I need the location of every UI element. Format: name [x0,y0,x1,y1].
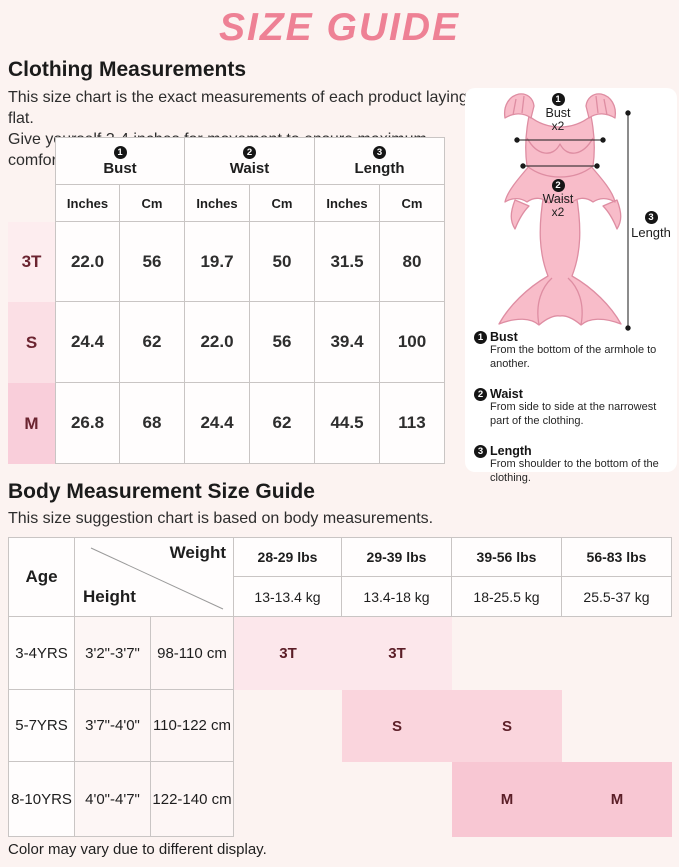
measurement-diagram-card: 1 Bust x2 2 Waist x2 3 Length 1 Bust Fro… [465,88,677,484]
body-measurement-description: This size suggestion chart is based on b… [8,510,434,527]
legend-item-length: 3 Length From shoulder to the bottom of … [474,444,670,485]
bust-label-text: Bust [545,106,571,120]
legend-description: From the bottom of the armhole to anothe… [490,344,657,370]
unit-header: Inches [185,185,250,222]
recommended-size-cell: M [452,762,562,837]
unit-header: Inches [315,185,380,222]
bust-measure-label: 1 Bust x2 [523,92,593,133]
age-cell: 8-10YRS [8,762,75,837]
age-cell: 3-4YRS [8,617,75,690]
waist-header-label: Waist [229,159,270,177]
height-ft-cell: 4'0"-4'7" [75,762,151,837]
weight-lbs-header: 39-56 lbs [452,537,562,577]
circled-number-3: 3 [474,444,487,458]
waist-label-text: Waist [542,192,574,206]
waist-multiplier: x2 [551,205,565,219]
age-column-header: Age [8,537,75,617]
table-cell: 22.0 [185,302,250,383]
table-cell: 31.5 [315,222,380,302]
unit-header: Inches [55,185,120,222]
table-cell: 19.7 [185,222,250,302]
length-header-label: Length [354,159,405,177]
waist-measure-label: 2 Waist x2 [523,178,593,219]
table-cell: 62 [250,383,315,464]
diagonal-divider-line [90,547,224,610]
weight-lbs-header: 56-83 lbs [562,537,672,577]
height-header-label: Height [83,587,136,606]
bust-header-label: Bust [103,159,137,177]
legend-title: Length [490,444,532,458]
circled-number-2: 2 [474,387,487,401]
size-row-label-m: M [8,383,55,464]
recommended-size-cell: 3T [342,617,452,690]
circled-number-3: 3 [644,211,658,224]
height-ft-cell: 3'7"-4'0" [75,690,151,762]
table-cell: 56 [120,222,185,302]
legend-item-bust: 1 Bust From the bottom of the armhole to… [474,330,670,371]
circled-number-1: 1 [113,145,127,159]
table-cell: 68 [120,383,185,464]
height-ft-cell: 3'2"-3'7" [75,617,151,690]
bust-multiplier: x2 [551,119,565,133]
recommended-size-cell: S [452,690,562,762]
table-corner-empty [8,137,55,185]
description-line-1: This size chart is the exact measurement… [8,89,468,127]
circled-number-1: 1 [474,330,487,344]
table-cell: 22.0 [55,222,120,302]
table-cell: 113 [380,383,445,464]
recommended-size-cell: M [562,762,672,837]
recommended-size-cell: 3T [234,617,342,690]
height-cm-cell: 110-122 cm [151,690,234,762]
table-cell: 56 [250,302,315,383]
table-cell: 50 [250,222,315,302]
weight-kg-header: 13.4-18 kg [342,577,452,617]
body-measurement-table: Age Weight Height 28-29 lbs 29-39 lbs 39… [8,537,672,837]
mermaid-costume-illustration [498,93,631,331]
weight-kg-header: 18-25.5 kg [452,577,562,617]
clothing-measurements-heading: Clothing Measurements [8,58,247,81]
legend-title: Waist [490,387,523,401]
size-row-label-3t: 3T [8,222,55,302]
table-cell: 44.5 [315,383,380,464]
length-measure-label: 3 Length [625,208,677,240]
body-measurement-heading: Body Measurement Size Guide [8,480,315,503]
weight-header-label: Weight [169,543,226,562]
table-cell: 39.4 [315,302,380,383]
table-cell: 80 [380,222,445,302]
table-cell: 100 [380,302,445,383]
table-cell: 62 [120,302,185,383]
legend-item-waist: 2 Waist From side to side at the narrowe… [474,387,670,428]
age-cell: 5-7YRS [8,690,75,762]
legend-title: Bust [490,330,518,344]
weight-lbs-header: 29-39 lbs [342,537,452,577]
table-cell: 26.8 [55,383,120,464]
circled-number-2: 2 [551,179,565,192]
page-title: SIZE GUIDE [218,6,461,49]
legend-description: From shoulder to the bottom of the cloth… [490,458,659,484]
height-cm-cell: 98-110 cm [151,617,234,690]
circled-number-2: 2 [243,145,256,159]
table-cell: 24.4 [185,383,250,464]
length-label-text: Length [631,225,671,240]
circled-number-1: 1 [551,93,565,106]
waist-column-header: 2 Waist [185,137,315,185]
footer-note: Color may vary due to different display. [8,841,267,858]
length-column-header: 3 Length [315,137,445,185]
clothing-measurements-table: 1 Bust 2 Waist 3 Length Inches Cm Inches… [8,137,445,464]
recommended-size-cell: S [342,690,452,762]
circled-number-3: 3 [373,145,386,159]
measurement-legend: 1 Bust From the bottom of the armhole to… [474,330,670,501]
unit-header: Cm [120,185,185,222]
legend-description: From side to side at the narrowest part … [490,401,657,427]
table-cell: 24.4 [55,302,120,383]
unit-header: Cm [380,185,445,222]
weight-kg-header: 25.5-37 kg [562,577,672,617]
height-weight-diagonal-header: Weight Height [75,537,234,617]
weight-kg-header: 13-13.4 kg [234,577,342,617]
size-row-label-s: S [8,302,55,383]
unit-header: Cm [250,185,315,222]
weight-lbs-header: 28-29 lbs [234,537,342,577]
bust-column-header: 1 Bust [55,137,185,185]
height-cm-cell: 122-140 cm [151,762,234,837]
